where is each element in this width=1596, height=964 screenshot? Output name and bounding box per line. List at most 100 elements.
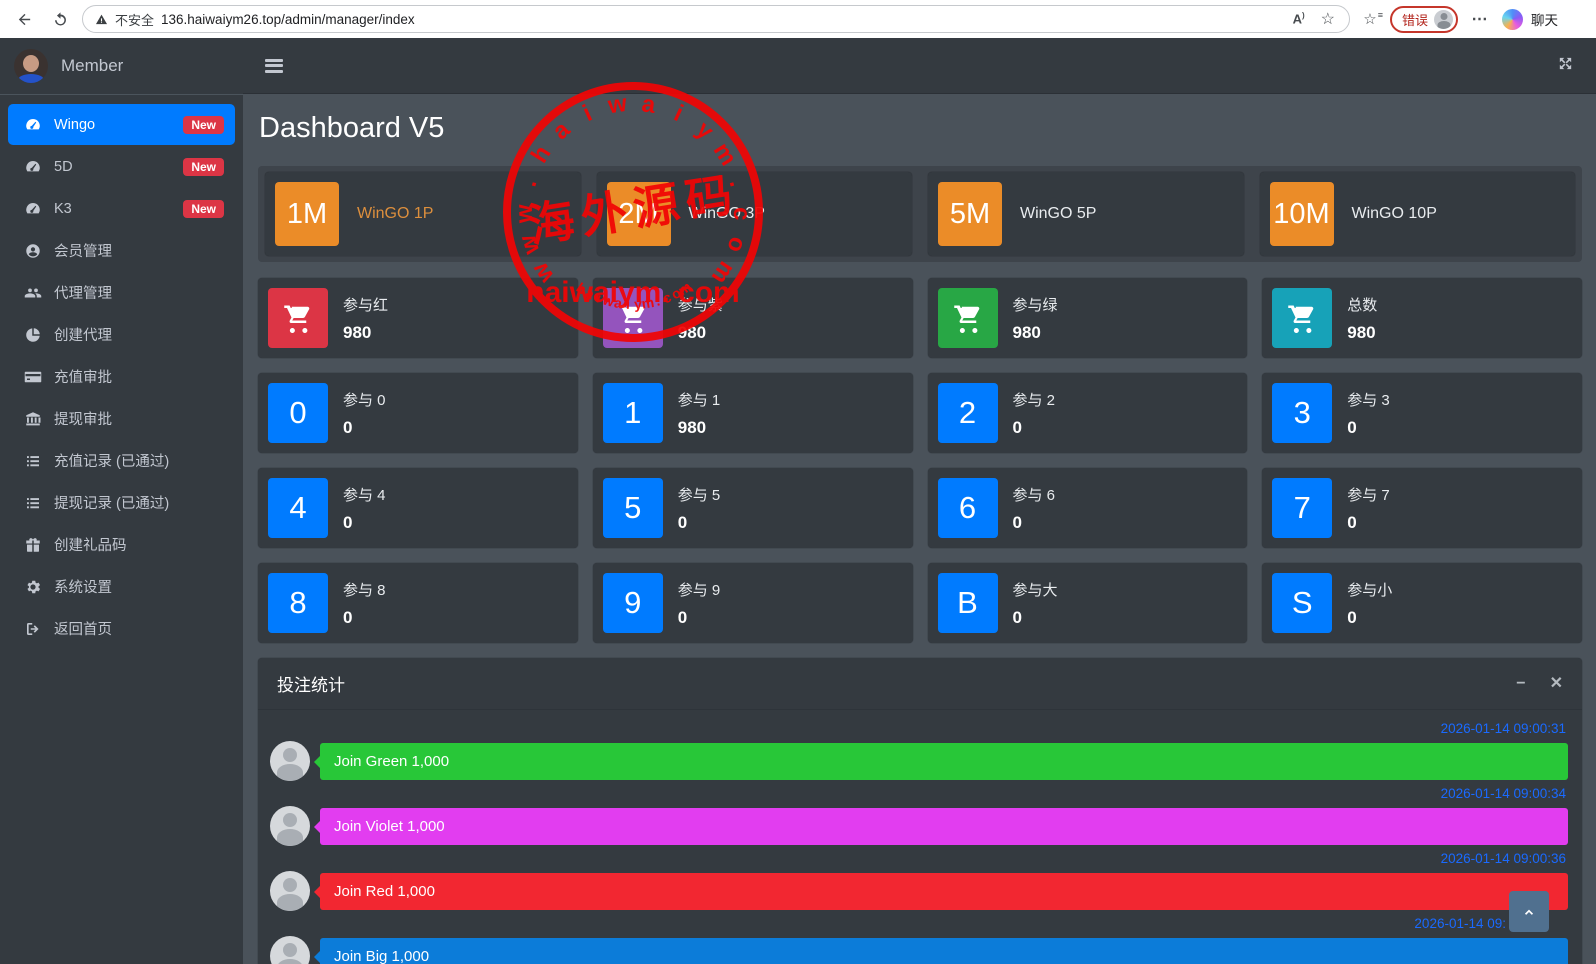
- bet-timestamp: 2026-01-14 09:00:31: [1440, 721, 1566, 737]
- stat-card-red: 参与红 980: [258, 278, 578, 359]
- address-bar[interactable]: 不安全 136.haiwaiym26.top/admin/manager/ind…: [82, 5, 1350, 33]
- sign-out-icon: [19, 620, 46, 638]
- number-card-0: 0 参与 0 0: [258, 373, 578, 454]
- number-card-small: S 参与小 0: [1262, 563, 1582, 644]
- sidebar-item-members[interactable]: 会员管理: [8, 230, 235, 271]
- sidebar-item-wingo[interactable]: Wingo New: [8, 104, 235, 145]
- wingo-card-label: WinGO 1P: [357, 205, 434, 223]
- stat-label: 参与 3: [1347, 391, 1390, 409]
- browser-chrome: 不安全 136.haiwaiym26.top/admin/manager/ind…: [0, 0, 1596, 38]
- stat-label: 参与 6: [1012, 486, 1056, 504]
- error-label: 错误: [1402, 12, 1429, 28]
- wingo-1p-card[interactable]: 1M WinGO 1P: [265, 172, 581, 257]
- sidebar-user-panel[interactable]: Member: [0, 38, 243, 95]
- stat-value: 0: [1012, 417, 1022, 437]
- stat-label: 参与 5: [677, 486, 721, 504]
- stat-label: 参与 7: [1347, 486, 1390, 504]
- users-icon: [19, 284, 46, 302]
- page-title: Dashboard V5: [259, 112, 445, 145]
- bar-notch: [314, 885, 320, 898]
- scroll-to-top-button[interactable]: [1509, 891, 1549, 932]
- sidebar-item-label: 提现审批: [54, 412, 112, 428]
- number-card-4: 4 参与 4 0: [258, 468, 578, 549]
- reload-button[interactable]: [46, 5, 74, 33]
- menu-toggle-icon[interactable]: [265, 58, 283, 73]
- stat-card-violet: 参与紫 980: [592, 278, 913, 359]
- collections-icon[interactable]: ☆ ≡: [1363, 10, 1383, 28]
- url-text[interactable]: 136.haiwaiym26.top/admin/manager/index: [161, 11, 415, 27]
- bet-bar-violet: Join Violet 1,000: [314, 807, 1568, 845]
- sidebar-item-gift-code[interactable]: 创建礼品码: [8, 524, 235, 565]
- sidebar-item-5d[interactable]: 5D New: [8, 146, 235, 187]
- wingo-5p-card[interactable]: 5M WinGO 5P: [928, 172, 1244, 257]
- more-menu-icon[interactable]: ⋯: [1471, 11, 1489, 28]
- number-card-6: 6 参与 6 0: [927, 468, 1248, 549]
- sidebar-item-label: K3: [54, 200, 72, 217]
- cart-icon: [602, 288, 663, 349]
- bar-notch: [314, 950, 320, 963]
- cart-icon: [1272, 288, 1333, 349]
- sidebar-item-withdraw-records[interactable]: 提现记录 (已通过): [8, 482, 235, 523]
- top-navbar: [243, 38, 1596, 95]
- number-card-7: 7 参与 7 0: [1262, 468, 1582, 549]
- stat-value: 0: [677, 512, 688, 532]
- bet-timestamp: 2026-01-14 09:00:34: [1440, 786, 1566, 802]
- sidebar-item-label: 创建礼品码: [54, 538, 127, 554]
- copilot-icon[interactable]: [1502, 8, 1524, 30]
- dashboard-content: Dashboard V5 1M WinGO 1P 2M WinGO 3P 5M …: [243, 94, 1596, 964]
- collapse-icon[interactable]: −: [1516, 674, 1526, 692]
- gift-icon: [19, 536, 46, 554]
- stat-card-total: 总数 980: [1262, 278, 1582, 359]
- sidebar-item-create-agent[interactable]: 创建代理: [8, 314, 235, 355]
- sidebar-item-label: 充值审批: [54, 370, 112, 386]
- copilot-label: 聊天: [1531, 13, 1559, 28]
- bet-bar-green: Join Green 1,000: [314, 742, 1568, 780]
- sidebar-item-recharge-approval[interactable]: 充值审批: [8, 356, 235, 397]
- stat-value: 0: [343, 607, 353, 627]
- sidebar-item-withdraw-approval[interactable]: 提现审批: [8, 398, 235, 439]
- bar-notch: [314, 820, 320, 833]
- digit-badge: B: [937, 573, 998, 634]
- bet-entry: 2026-01-14 09:00:36 Join Red 1,000: [270, 851, 1568, 912]
- sidebar-item-back-home[interactable]: 返回首页: [8, 608, 235, 649]
- stat-label: 参与绿: [1012, 296, 1058, 314]
- bet-text: Join Red 1,000: [334, 882, 435, 900]
- stat-label: 参与 2: [1012, 391, 1056, 409]
- panel-body: 2026-01-14 09:00:31 Join Green 1,000 202…: [258, 710, 1582, 964]
- sidebar-item-system-settings[interactable]: 系统设置: [8, 566, 235, 607]
- sidebar-item-label: 会员管理: [54, 244, 112, 260]
- bet-entry: 2026-01-14 09:00:31 Join Green 1,000: [270, 721, 1568, 782]
- number-card-8: 8 参与 8 0: [258, 563, 578, 644]
- favorite-star-icon[interactable]: ☆: [1320, 11, 1335, 28]
- sidebar-item-label: 5D: [54, 158, 73, 175]
- wingo-3p-card[interactable]: 2M WinGO 3P: [596, 172, 912, 257]
- not-secure-warning-icon: [95, 13, 108, 26]
- bet-stats-panel: 投注统计 − ✕ 2026-01-14 09:00:31 Join Gre: [258, 658, 1582, 964]
- wingo-10p-card[interactable]: 10M WinGO 10P: [1259, 172, 1575, 257]
- sidebar-item-label: 返回首页: [54, 622, 112, 638]
- sidebar-item-recharge-records[interactable]: 充值记录 (已通过): [8, 440, 235, 481]
- profile-error-badge[interactable]: 错误: [1390, 5, 1459, 33]
- stat-value: 0: [1347, 512, 1357, 532]
- list-icon: [19, 452, 46, 470]
- sidebar-item-k3[interactable]: K3 New: [8, 188, 235, 229]
- list-icon: [19, 494, 46, 512]
- number-cards-row-3: 8 参与 8 0 9 参与 9 0 B 参与大 0 S 参与小 0: [258, 563, 1582, 644]
- close-icon[interactable]: ✕: [1549, 674, 1563, 692]
- stat-label: 总数: [1347, 296, 1378, 314]
- read-aloud-icon[interactable]: A): [1292, 11, 1305, 27]
- cart-icon: [937, 288, 998, 349]
- panel-title: 投注统计: [277, 676, 345, 696]
- fullscreen-icon[interactable]: [1557, 55, 1574, 77]
- sidebar: Member Wingo New 5D New K3 New 会员管理: [0, 38, 243, 964]
- stat-card-green: 参与绿 980: [927, 278, 1248, 359]
- user-icon: [19, 242, 46, 260]
- wingo-abbr-badge: 2M: [606, 182, 671, 247]
- back-button[interactable]: [10, 5, 38, 33]
- stat-value: 980: [1012, 322, 1041, 342]
- bettor-avatar: [270, 741, 310, 782]
- stat-label: 参与 1: [677, 391, 721, 409]
- wingo-card-label: WinGO 3P: [688, 205, 765, 223]
- sidebar-item-agents[interactable]: 代理管理: [8, 272, 235, 313]
- tachometer-icon: [19, 200, 46, 218]
